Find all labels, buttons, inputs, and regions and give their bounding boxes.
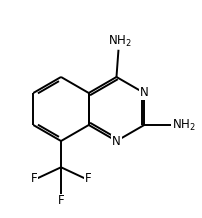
Text: NH$_2$: NH$_2$	[107, 34, 131, 49]
Text: F: F	[57, 194, 64, 208]
Text: N: N	[139, 87, 148, 99]
Text: NH$_2$: NH$_2$	[171, 118, 195, 133]
Text: N: N	[112, 135, 120, 148]
Text: F: F	[30, 172, 37, 185]
Text: F: F	[85, 172, 91, 185]
